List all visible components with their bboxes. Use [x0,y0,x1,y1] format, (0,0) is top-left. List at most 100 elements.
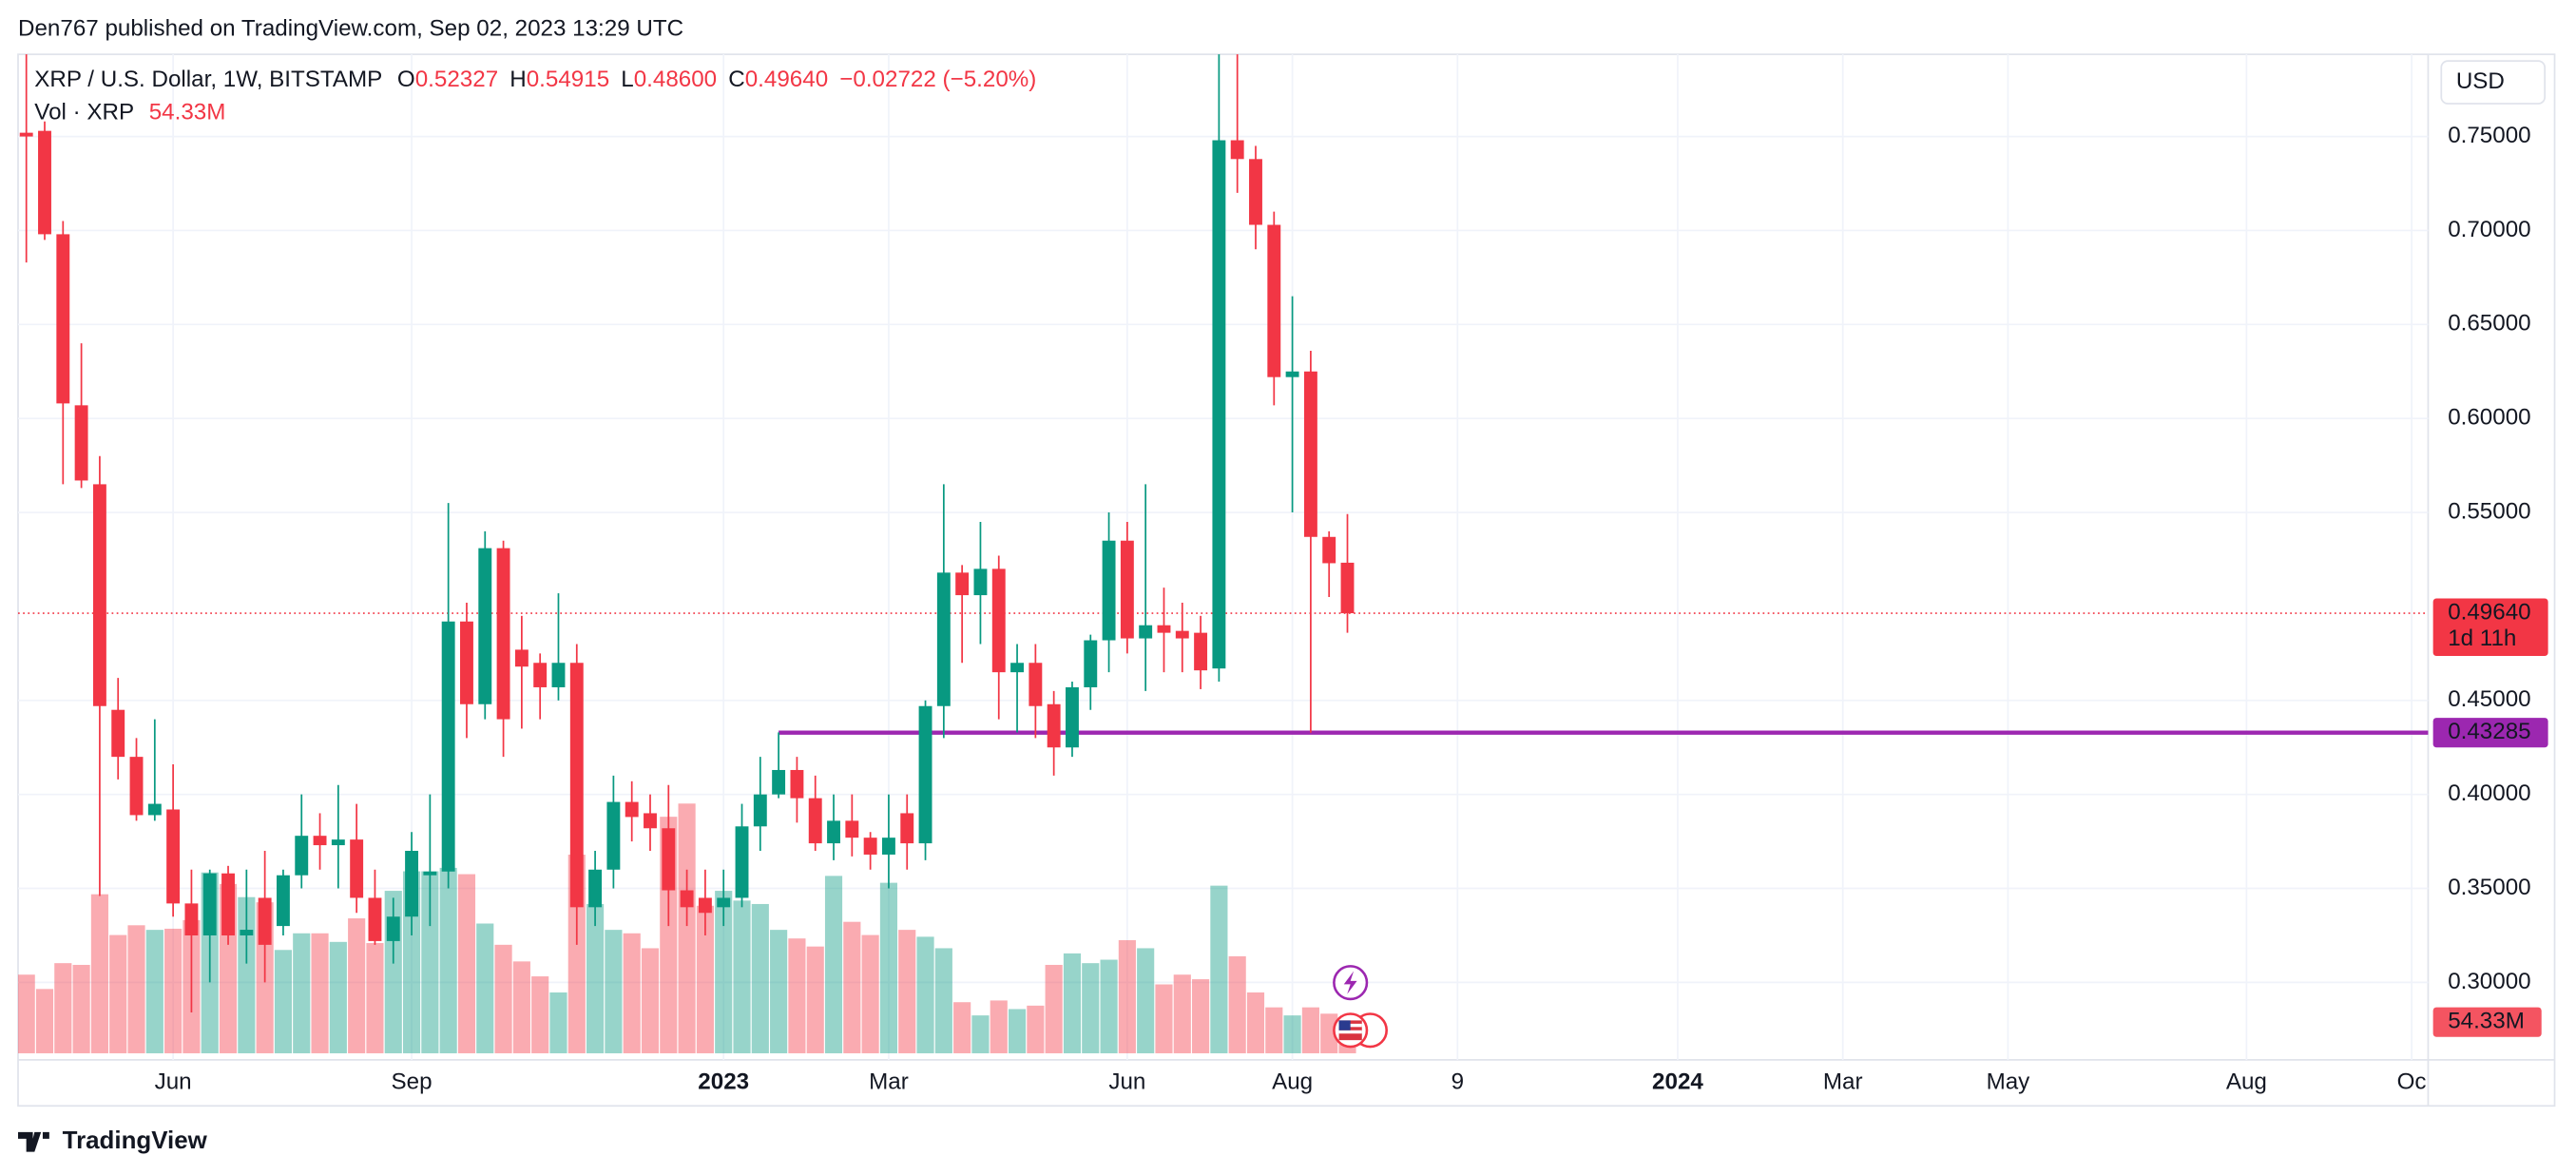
volume-bar [18,974,35,1053]
l-key: L [621,67,633,92]
volume-name: Vol · XRP [34,100,134,125]
candle-body [1303,371,1317,537]
candle-body [496,548,510,720]
brand-logo[interactable]: TradingView [18,1127,208,1154]
volume-bar [788,938,806,1053]
change: −0.02722 (−5.20%) [839,67,1036,92]
event-icons[interactable] [1333,965,1388,1049]
axes: 0.30000 0.35000 0.40000 0.45000 0.55000 0.600… [155,123,2548,1094]
volume-bar [238,896,256,1053]
volume-bar [953,1002,971,1053]
candle-body [147,803,162,816]
y-tick-label: 0.65000 [2448,311,2530,337]
y-tick-label: 0.40000 [2448,780,2530,806]
last-price-box [2432,598,2548,656]
candle-body [1212,140,1226,669]
plot [18,54,2429,1053]
volume-bar [127,925,145,1053]
candle-body [166,809,181,904]
flag-canton [1338,1020,1351,1031]
x-tick-label: 2024 [1652,1069,1703,1094]
volume-bar [1301,1007,1319,1053]
volume-bar [72,964,90,1053]
candle-body [991,568,1006,673]
candle-body [1120,540,1134,639]
candle-body [827,820,840,844]
candle-body [698,897,712,914]
volume-bar [1228,955,1246,1053]
volume-bar [605,930,623,1053]
candle-body [460,621,473,704]
candle-body [680,890,694,908]
candle-body [772,769,786,795]
candle-body [717,897,731,908]
y-tick-label: 0.60000 [2448,405,2530,431]
candle-body [478,548,492,704]
volume-bar [348,918,366,1053]
flag-stripe [1338,1030,1362,1034]
volume-bar [512,961,530,1053]
candle-body [331,839,345,846]
c-value: 0.49640 [745,67,828,92]
candle-body [551,663,566,687]
volume-bar [457,874,476,1053]
candle-body [423,871,437,876]
volume-bar [494,944,512,1053]
volume-bar [641,948,660,1053]
currency-box[interactable] [2440,60,2547,105]
y-tick-label: 0.35000 [2448,875,2530,900]
volume-bar [806,946,824,1053]
volume-bar [35,989,54,1053]
volume-bar [1320,1013,1338,1053]
volume-box [2432,1007,2542,1037]
candle-body [221,873,235,935]
y-tick-label: 0.75000 [2448,123,2530,148]
candle-body [313,836,327,846]
candle-body [936,572,951,706]
candle-body [405,851,419,917]
volume-bar [274,950,293,1053]
x-tick-label: 9 [1451,1069,1464,1094]
lightning [1343,971,1357,994]
volume-bar [311,933,329,1053]
volume-bar [843,921,861,1053]
volume-axis-label: 54.33M [2448,1009,2525,1034]
volume-bar [861,934,879,1053]
candle-body [790,769,804,799]
candle-body [1249,159,1262,225]
volume-bar [164,928,183,1053]
candle-body [955,572,970,596]
legend-volume: Vol · XRP 54.33M [34,100,225,125]
candle-body [514,649,529,667]
volume-bar [366,943,384,1053]
x-tick-label: Aug [2226,1069,2267,1094]
candle-body [295,836,309,876]
volume-bar [733,900,751,1053]
volume-bar [879,882,898,1053]
countdown-label: 1d 11h [2448,626,2516,651]
candle-body [808,798,822,844]
volume-bar [329,941,347,1053]
volume-bar [145,930,163,1053]
volume-bar [916,936,934,1053]
candle-body [918,705,932,844]
volume-bar [1082,963,1100,1053]
o-key: O [397,67,415,92]
candle-body [625,801,639,818]
candle-body [662,828,676,891]
candle-body [111,709,125,758]
symbol: XRP / U.S. Dollar, 1W, BITSTAMP [34,67,382,92]
x-tick-label: Sep [392,1069,433,1094]
hline-box [2432,718,2548,748]
x-tick-label: 2023 [698,1069,749,1094]
volume-bar [971,1015,990,1053]
candle-body [368,897,382,941]
candle-body [863,838,877,855]
candle-body [881,838,895,855]
logo-mark [18,1131,49,1152]
volume-bar [1008,1009,1027,1053]
volume-bar [1063,953,1082,1053]
candle-body [606,801,621,870]
